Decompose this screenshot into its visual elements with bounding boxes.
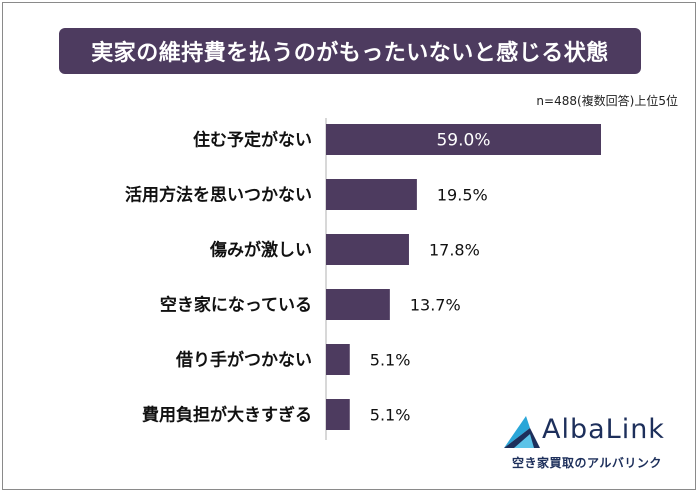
value-label-5: 5.1% — [370, 406, 411, 425]
value-label-1: 19.5% — [437, 186, 488, 205]
bar-0 — [326, 124, 601, 155]
bar-4 — [326, 344, 350, 375]
bar-2 — [326, 234, 409, 265]
category-label-5: 費用負担が大きすぎる — [142, 405, 312, 426]
bar-1 — [326, 179, 417, 210]
category-label-3: 空き家になっている — [160, 295, 312, 316]
sample-note: n=488(複数回答)上位5位 — [536, 94, 678, 108]
brand-block: AlbaLink 空き家買取のアルバリンク — [498, 414, 688, 482]
brand-tagline: 空き家買取のアルバリンク — [512, 456, 662, 470]
category-label-4: 借り手がつかない — [175, 350, 312, 371]
category-label-1: 活用方法を思いつかない — [125, 185, 312, 206]
value-label-4: 5.1% — [370, 351, 411, 370]
albalink-logo-icon — [504, 416, 540, 448]
value-label-3: 13.7% — [410, 296, 461, 315]
brand-name: AlbaLink — [542, 414, 665, 445]
bar-3 — [326, 289, 390, 320]
value-label-0: 59.0% — [436, 131, 490, 151]
category-label-0: 住む予定がない — [193, 130, 312, 151]
category-label-2: 傷みが激しい — [209, 240, 312, 261]
chart-title: 実家の維持費を払うのがもったいないと感じる状態 — [59, 28, 641, 74]
value-label-2: 17.8% — [429, 241, 480, 260]
bar-5 — [326, 399, 350, 430]
